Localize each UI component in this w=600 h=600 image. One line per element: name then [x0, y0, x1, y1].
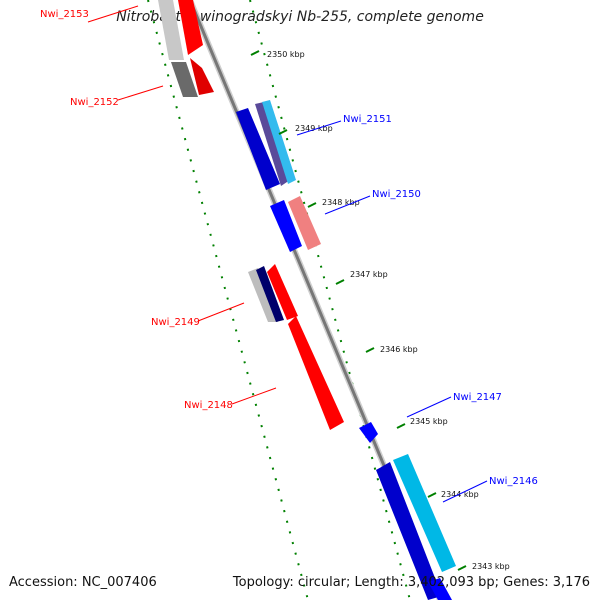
gene-nwi-2151-purple[interactable] — [255, 102, 290, 186]
tick-mark — [278, 129, 288, 135]
tick-label: 2350 kbp — [267, 50, 305, 59]
accession-text: Accession: NC_007406 — [9, 575, 157, 590]
gene-nwi-2148[interactable] — [288, 316, 344, 430]
gene-label-connector — [296, 120, 342, 136]
gene-label[interactable]: Nwi_2146 — [489, 476, 538, 487]
gene-nwi-2151[interactable] — [262, 100, 296, 184]
map-title: Nitrobacter winogradskyi Nb-255, complet… — [116, 9, 484, 25]
tick-mark — [335, 279, 345, 285]
tick-mark — [396, 423, 406, 429]
gene-nwi-2149-grey[interactable] — [248, 268, 278, 322]
tick-label: 2345 kbp — [410, 417, 448, 426]
gene-nwi-2150[interactable] — [288, 196, 321, 250]
tick-label: 2349 kbp — [295, 124, 333, 133]
tick-label: 2346 kbp — [380, 345, 418, 354]
outer-dotted-guide — [249, 0, 411, 600]
gene-label[interactable]: Nwi_2149 — [151, 317, 200, 328]
gene-label[interactable]: Nwi_2152 — [70, 97, 119, 108]
gene-label[interactable]: Nwi_2147 — [453, 392, 502, 403]
tick-mark — [307, 202, 317, 208]
gene-nwi-2151-navy[interactable] — [236, 108, 280, 190]
gene-label-connector — [406, 396, 452, 418]
tick-mark — [457, 565, 467, 571]
gene-nwi-2149-navy[interactable] — [256, 266, 284, 322]
gene-label-connector — [197, 302, 245, 322]
gene-label-connector — [442, 480, 488, 503]
gene-label-connector — [231, 387, 277, 405]
gene-label[interactable]: Nwi_2153 — [40, 9, 89, 20]
tick-mark — [250, 50, 260, 56]
gene-nwi-2147[interactable] — [359, 422, 378, 443]
inner-dotted-guide — [147, 0, 309, 600]
gene-nwi-2149[interactable] — [267, 264, 298, 320]
gene-label-connector — [324, 195, 371, 215]
gene-label-connector — [117, 85, 164, 101]
gene-nwi-2153[interactable] — [178, 0, 203, 55]
gene-bottom-blue[interactable] — [428, 578, 452, 600]
gene-nwi-2146[interactable] — [393, 454, 456, 572]
gene-nwi-2150-blue[interactable] — [270, 200, 302, 252]
tick-mark — [427, 492, 437, 498]
gene-label-connector — [87, 5, 139, 23]
gene-nwi-2152[interactable] — [190, 58, 214, 95]
gene-label-layer: Nwi_2153 Nwi_2152 Nwi_2151 Nwi_2150 Nwi_2149… — [40, 5, 538, 503]
gene-label[interactable]: Nwi_2148 — [184, 400, 233, 411]
tick-label: 2347 kbp — [350, 270, 388, 279]
tick-label: 2343 kbp — [472, 562, 510, 571]
tick-mark — [365, 347, 375, 353]
gene-label[interactable]: Nwi_2150 — [372, 189, 421, 200]
gene-label[interactable]: Nwi_2151 — [343, 114, 392, 125]
gene-segment-grey-top[interactable] — [158, 0, 184, 60]
genome-summary-text: Topology: circular; Length: 3,402,093 bp… — [232, 575, 590, 590]
gene-segment-dark-grey[interactable] — [171, 62, 198, 97]
tick-label: 2348 kbp — [322, 198, 360, 207]
gene-nwi-2146-blue[interactable] — [376, 462, 442, 600]
